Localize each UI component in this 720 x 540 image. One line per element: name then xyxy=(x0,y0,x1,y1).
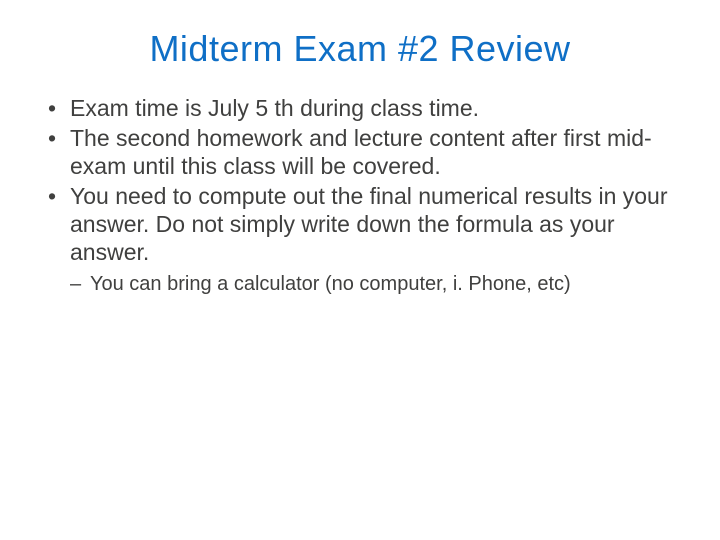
bullet-item: The second homework and lecture content … xyxy=(40,124,680,180)
bullet-list: Exam time is July 5 th during class time… xyxy=(40,94,680,266)
sub-bullet-list: You can bring a calculator (no computer,… xyxy=(40,272,680,297)
bullet-item: Exam time is July 5 th during class time… xyxy=(40,94,680,122)
slide-title: Midterm Exam #2 Review xyxy=(40,28,680,70)
bullet-item: You need to compute out the final numeri… xyxy=(40,182,680,266)
sub-bullet-item: You can bring a calculator (no computer,… xyxy=(40,272,680,297)
